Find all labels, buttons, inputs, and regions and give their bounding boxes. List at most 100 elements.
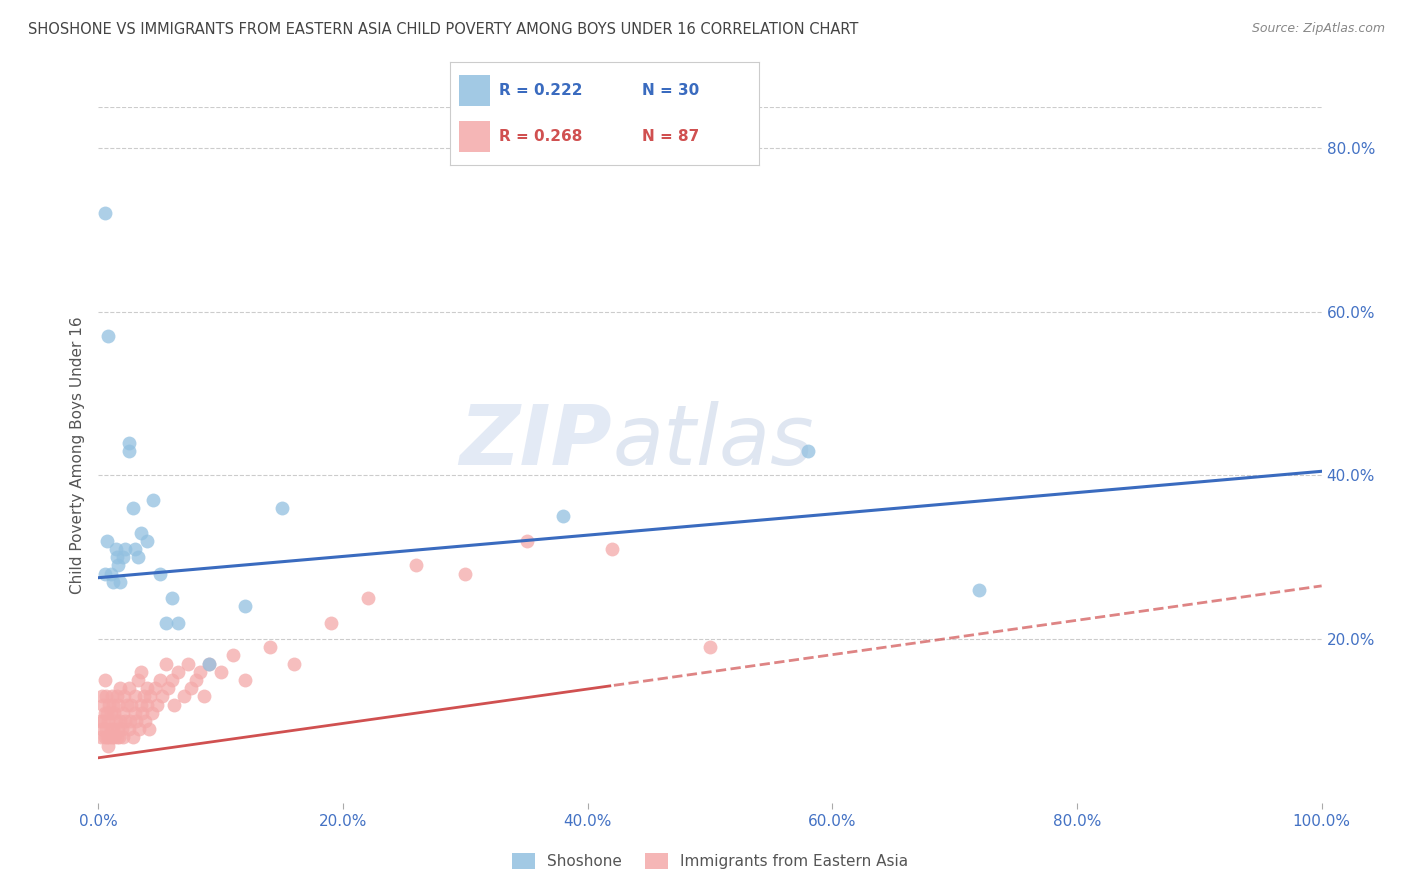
Point — [129, 525, 152, 540]
Point — [186, 673, 208, 687]
Point — [101, 690, 124, 704]
Text: N = 30: N = 30 — [641, 83, 699, 97]
Point — [283, 657, 305, 671]
Point — [270, 501, 294, 516]
Point — [699, 640, 721, 655]
Point — [146, 698, 169, 712]
Point — [111, 550, 134, 565]
Point — [149, 566, 172, 581]
Text: Source: ZipAtlas.com: Source: ZipAtlas.com — [1251, 22, 1385, 36]
Point — [98, 731, 121, 745]
Point — [125, 714, 148, 728]
Point — [127, 673, 149, 687]
Point — [110, 681, 132, 696]
Point — [103, 731, 125, 745]
Point — [197, 657, 219, 671]
Point — [136, 681, 159, 696]
Point — [114, 714, 136, 728]
Point — [157, 681, 180, 696]
Point — [101, 698, 124, 712]
Point — [600, 542, 623, 557]
Point — [104, 542, 127, 557]
Point — [97, 714, 120, 728]
Point — [111, 722, 134, 736]
Point — [105, 731, 128, 745]
Point — [107, 698, 129, 712]
Point — [141, 706, 163, 720]
Point — [134, 714, 156, 728]
Point — [163, 698, 186, 712]
Point — [94, 690, 117, 704]
Point — [124, 706, 146, 720]
Point — [94, 722, 117, 736]
Point — [160, 591, 183, 606]
Point — [131, 706, 153, 720]
Point — [111, 706, 134, 720]
Point — [93, 566, 115, 581]
Legend: Shoshone, Immigrants from Eastern Asia: Shoshone, Immigrants from Eastern Asia — [506, 847, 914, 875]
Text: R = 0.222: R = 0.222 — [499, 83, 583, 97]
Point — [118, 681, 141, 696]
Point — [233, 599, 256, 614]
Point — [101, 722, 124, 736]
Point — [91, 714, 114, 728]
Point — [127, 550, 149, 565]
Point — [120, 698, 142, 712]
Point — [97, 329, 120, 343]
Point — [110, 574, 132, 589]
Point — [104, 714, 127, 728]
Point — [129, 698, 152, 712]
Point — [96, 731, 118, 745]
Point — [454, 566, 477, 581]
Point — [180, 681, 202, 696]
Text: ZIP: ZIP — [460, 401, 612, 482]
Bar — [460, 121, 491, 152]
Point — [553, 509, 575, 524]
Point — [118, 443, 141, 458]
Point — [105, 550, 128, 565]
Point — [222, 648, 245, 663]
Point — [96, 533, 118, 548]
Point — [89, 714, 111, 728]
Point — [98, 698, 121, 712]
Point — [356, 591, 378, 606]
Point — [100, 706, 122, 720]
Point — [259, 640, 281, 655]
Point — [118, 435, 141, 450]
Point — [319, 615, 342, 630]
Point — [233, 673, 256, 687]
Point — [143, 681, 166, 696]
Point — [107, 722, 129, 736]
Point — [107, 558, 129, 573]
Text: SHOSHONE VS IMMIGRANTS FROM EASTERN ASIA CHILD POVERTY AMONG BOYS UNDER 16 CORRE: SHOSHONE VS IMMIGRANTS FROM EASTERN ASIA… — [28, 22, 859, 37]
Point — [209, 665, 232, 679]
Point — [114, 542, 136, 557]
Point — [121, 501, 143, 516]
Point — [405, 558, 427, 573]
Point — [91, 690, 114, 704]
Point — [101, 731, 124, 745]
Point — [93, 706, 115, 720]
Point — [797, 443, 820, 458]
Point — [188, 665, 211, 679]
Point — [128, 722, 150, 736]
Point — [155, 615, 177, 630]
Point — [103, 706, 125, 720]
Point — [155, 657, 177, 671]
Point — [100, 722, 122, 736]
Point — [160, 673, 183, 687]
Point — [136, 533, 159, 548]
Y-axis label: Child Poverty Among Boys Under 16: Child Poverty Among Boys Under 16 — [70, 316, 86, 594]
Point — [110, 714, 132, 728]
Point — [93, 673, 115, 687]
Text: atlas: atlas — [612, 401, 814, 482]
Point — [97, 739, 120, 753]
Point — [138, 722, 160, 736]
Point — [515, 533, 537, 548]
Point — [111, 731, 134, 745]
Point — [121, 731, 143, 745]
Text: R = 0.268: R = 0.268 — [499, 128, 582, 144]
Point — [91, 698, 114, 712]
Point — [967, 582, 990, 597]
Point — [193, 690, 215, 704]
